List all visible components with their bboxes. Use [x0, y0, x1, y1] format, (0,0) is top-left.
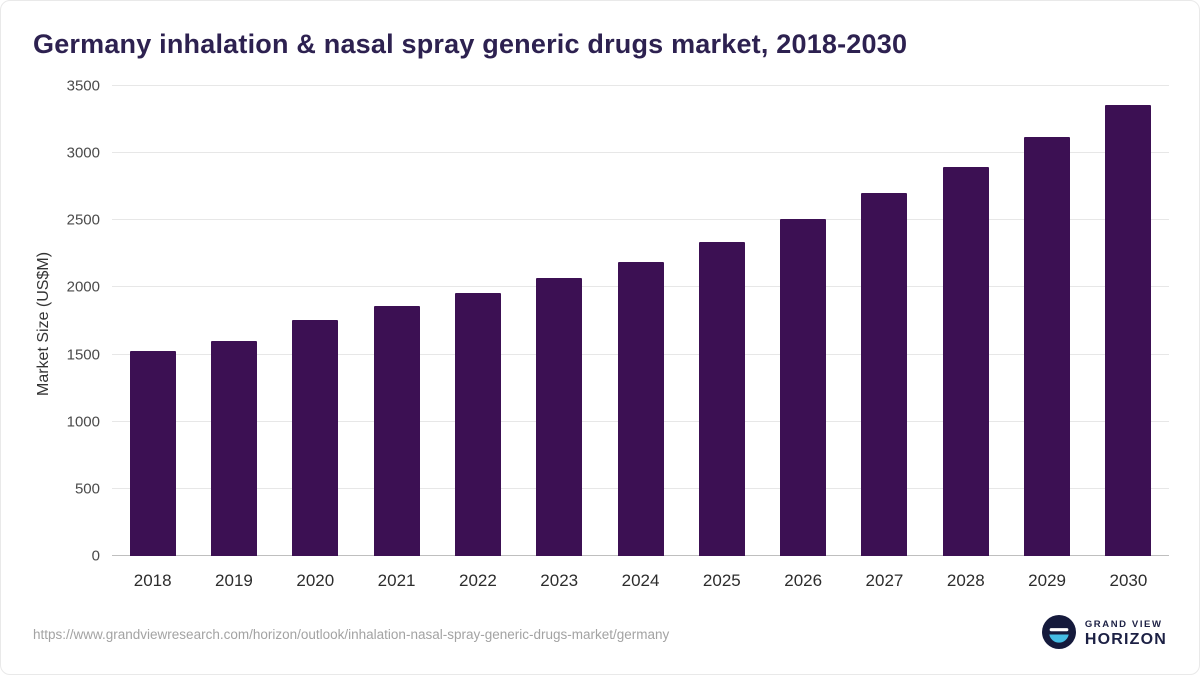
x-tick-label: 2018 — [133, 571, 172, 590]
brand-text: GRAND VIEW HORIZON — [1084, 618, 1167, 649]
gridline — [112, 85, 1169, 86]
y-tick-label: 3000 — [66, 144, 100, 162]
bar-slot — [112, 86, 193, 556]
y-tick-label: 3500 — [66, 77, 100, 95]
gridline — [112, 219, 1169, 221]
plot-area — [112, 85, 1169, 556]
bar-slot — [681, 86, 762, 556]
x-tick-label: 2020 — [296, 571, 335, 590]
bar-slot — [519, 86, 600, 556]
bar-slot — [925, 86, 1006, 556]
x-tick-label: 2029 — [1028, 571, 1066, 590]
y-tick-label: 2000 — [66, 278, 100, 296]
bar-slot — [1006, 86, 1087, 556]
x-tick-label: 2025 — [702, 571, 741, 590]
bar-chart: Market Size (US$M) 0 500 1000 1500 2000 2500 3… — [31, 78, 1169, 591]
x-tick-label: 2023 — [540, 571, 579, 590]
y-tick-label: 2500 — [66, 211, 100, 229]
y-tick-label: 1500 — [66, 346, 100, 364]
bar-series — [112, 86, 1169, 556]
x-tick-label: 2028 — [946, 571, 985, 590]
brand-line2: HORIZON — [1084, 630, 1167, 648]
y-tick-label: 1000 — [66, 413, 100, 431]
bar-2027 — [861, 193, 908, 556]
page-title: Germany inhalation & nasal spray generic… — [33, 29, 908, 59]
bar-2022 — [454, 292, 501, 556]
bar-slot — [763, 86, 844, 556]
x-axis-labels: 2018 2019 2020 2021 2022 2023 2024 2025 2026 2027… — [112, 571, 1169, 591]
bar-slot — [600, 86, 681, 556]
y-axis-label: Market Size (US$M) — [35, 251, 52, 397]
bar-2030 — [1105, 104, 1152, 556]
bar-slot — [356, 86, 437, 556]
bar-slot — [275, 86, 356, 556]
x-tick-label: 2021 — [377, 571, 416, 590]
brand-logo: GRAND VIEW HORIZON — [1041, 615, 1167, 654]
x-tick-label: 2024 — [621, 571, 660, 590]
bar-slot — [437, 86, 518, 556]
y-axis-ticks: 0 500 1000 1500 2000 2500 3000 3500 — [57, 78, 112, 565]
x-tick-label: 2026 — [784, 571, 823, 590]
x-tick-label: 2030 — [1109, 571, 1148, 590]
bar-2018 — [129, 350, 176, 556]
x-tick-label: 2027 — [865, 571, 904, 590]
bar-2020 — [292, 319, 339, 556]
bar-2019 — [210, 341, 257, 556]
bar-2028 — [942, 166, 989, 556]
bar-2025 — [698, 241, 745, 556]
brand-line1: GRAND VIEW — [1084, 618, 1163, 630]
bar-2021 — [373, 306, 420, 556]
bar-2024 — [617, 261, 664, 556]
footer: https://www.grandviewresearch.com/horizo… — [31, 615, 1169, 654]
gridline — [112, 152, 1169, 154]
source-url-link[interactable]: https://www.grandviewresearch.com/horizo… — [33, 627, 670, 642]
bar-slot — [1088, 86, 1169, 556]
bar-2023 — [536, 278, 583, 556]
bar-2029 — [1024, 137, 1071, 556]
x-tick-label: 2022 — [458, 571, 497, 590]
bar-2026 — [780, 218, 827, 556]
bar-slot — [193, 86, 274, 556]
grand-view-horizon-logo-icon — [1041, 615, 1076, 654]
y-tick-label: 500 — [74, 480, 100, 498]
bar-slot — [844, 86, 925, 556]
x-tick-label: 2019 — [215, 571, 253, 590]
y-tick-label: 0 — [91, 547, 100, 565]
